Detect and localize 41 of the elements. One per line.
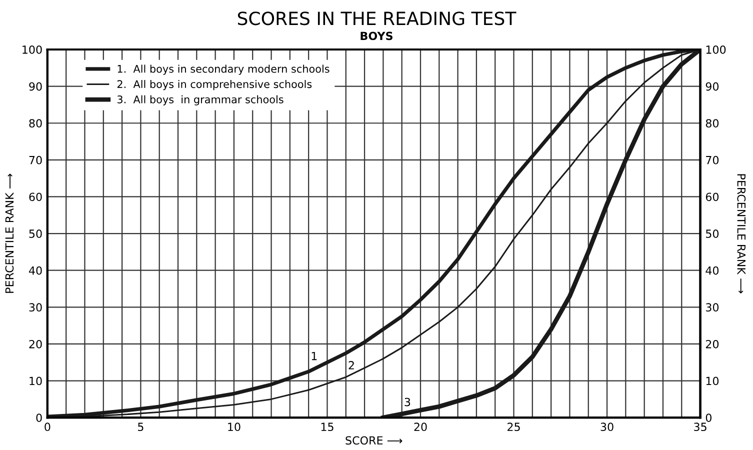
- legend-label: 2. All boys in comprehensive schools: [117, 80, 312, 90]
- y2-tick-label: 30: [706, 303, 719, 312]
- x-tick-label: 15: [321, 422, 334, 432]
- x-axis-title: SCORE ⟶: [346, 436, 402, 445]
- y-tick-label: 20: [29, 340, 42, 348]
- y2-tick-label: 90: [706, 82, 719, 91]
- y-tick-label: 70: [29, 156, 42, 164]
- y-tick-label: 90: [29, 82, 42, 91]
- legend-label: 1. All boys in secondary modern schools: [118, 64, 330, 75]
- y2-tick-label: 60: [706, 192, 719, 202]
- y-tick-label: 50: [29, 230, 42, 238]
- y-tick-label: 10: [30, 376, 42, 386]
- x-tick-label: 5: [138, 422, 144, 432]
- y2-tick-label: 0: [706, 414, 712, 422]
- y-tick-label: 100: [22, 45, 42, 54]
- annotation: 3: [404, 398, 410, 406]
- x-tick-label: 0: [44, 422, 50, 432]
- y-tick-label: 80: [29, 119, 42, 128]
- annotation: 2: [348, 361, 354, 370]
- x-tick-label: 35: [694, 422, 706, 432]
- chart-title: SCORES IN THE READING TEST: [238, 12, 516, 26]
- y2-tick-label: 20: [706, 340, 719, 348]
- legend-label: 3. All boys in grammar schools: [117, 95, 284, 106]
- y2-tick-label: 10: [706, 376, 719, 386]
- y2-tick-label: 40: [706, 266, 719, 275]
- y2-tick-label: 50: [706, 230, 719, 238]
- chart-subtitle: BOYS: [360, 32, 392, 40]
- y2-tick-label: 70: [706, 156, 719, 164]
- y-tick-label: 30: [29, 303, 42, 312]
- y-tick-label: 60: [29, 192, 42, 202]
- y2-tick-label: 80: [706, 119, 719, 128]
- x-tick-label: 20: [414, 422, 427, 432]
- y2-tick-label: 100: [706, 45, 726, 54]
- x-tick-label: 10: [228, 422, 240, 432]
- y-tick-label: 0: [36, 414, 42, 422]
- x-tick-label: 25: [508, 422, 520, 432]
- y-tick-label: 40: [28, 266, 42, 275]
- annotation: 1: [312, 352, 317, 360]
- y-axis-title: PERCENTILE RANK ⟶: [5, 174, 14, 293]
- x-tick-label: 30: [600, 422, 614, 432]
- y2-axis-title: PERCENTILE RANK ⟶: [737, 174, 746, 294]
